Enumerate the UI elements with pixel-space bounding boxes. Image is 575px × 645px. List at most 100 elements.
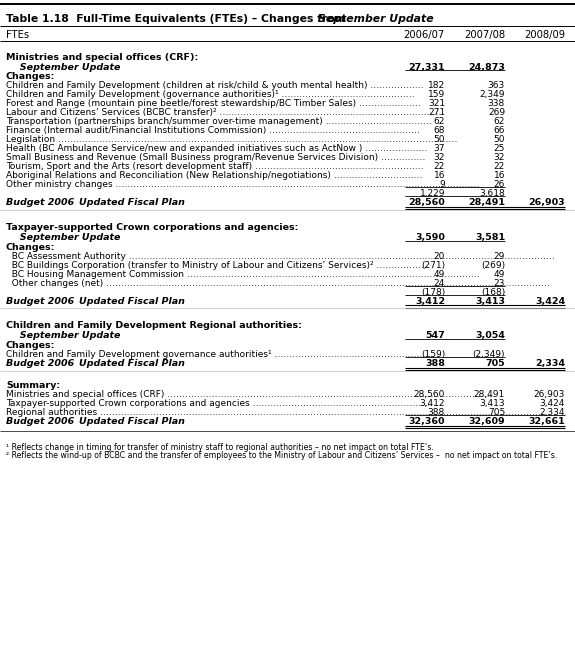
Text: 28,560: 28,560 [408, 199, 445, 208]
Text: 62: 62 [434, 117, 445, 126]
Text: Forest and Range (mountain pine beetle/forest stewardship/BC Timber Sales) ……………: Forest and Range (mountain pine beetle/f… [6, 99, 421, 108]
Text: (269): (269) [481, 261, 505, 270]
Text: 26: 26 [493, 181, 505, 190]
Text: 32,609: 32,609 [469, 417, 505, 426]
Text: 27,331: 27,331 [408, 63, 445, 72]
Text: 22: 22 [434, 163, 445, 172]
Text: 49: 49 [434, 270, 445, 279]
Text: Taxpayer-supported Crown corporations and agencies ………………………………………………………: Taxpayer-supported Crown corporations an… [6, 399, 439, 408]
Text: Table 1.18  Full-Time Equivalents (FTEs) – Changes from: Table 1.18 Full-Time Equivalents (FTEs) … [6, 14, 350, 24]
Text: Health (BC Ambulance Service/new and expanded initiatives such as ActNow ) ……………: Health (BC Ambulance Service/new and exp… [6, 144, 427, 154]
Text: 26,903: 26,903 [534, 390, 565, 399]
Text: Ministries and special offices (CRF) …………………………………………………………………………………………………: Ministries and special offices (CRF) ………… [6, 390, 496, 399]
Text: Finance (Internal audit/Financial Institutions Commission) ……………………………………………: Finance (Internal audit/Financial Instit… [6, 126, 420, 135]
Text: 2,334: 2,334 [535, 359, 565, 368]
Text: 159: 159 [428, 90, 445, 99]
Text: 705: 705 [488, 408, 505, 417]
Text: Small Business and Revenue (Small Business program/Revenue Services Division) ……: Small Business and Revenue (Small Busine… [6, 154, 426, 163]
Text: 32,661: 32,661 [528, 417, 565, 426]
Text: September Update: September Update [10, 233, 121, 242]
Text: Ministries and special offices (CRF):: Ministries and special offices (CRF): [6, 53, 198, 62]
Text: Transportation (partnerships branch/summer over-time management) ………………………………: Transportation (partnerships branch/summ… [6, 117, 432, 126]
Text: Aboriginal Relations and Reconciliation (New Relationship/negotiations) ……………………: Aboriginal Relations and Reconciliation … [6, 172, 423, 181]
Text: (271): (271) [421, 261, 445, 270]
Text: Legislation ………………………………………………………………………………………………………………………: Legislation …………………………………………………………………………… [6, 135, 457, 144]
Text: 49: 49 [493, 270, 505, 279]
Text: 363: 363 [488, 81, 505, 90]
Text: 3,590: 3,590 [415, 233, 445, 242]
Text: 321: 321 [428, 99, 445, 108]
Text: Changes:: Changes: [6, 243, 55, 252]
Text: Labour and Citizens’ Services (BCBC transfer)² …………………………………………………………………: Labour and Citizens’ Services (BCBC tran… [6, 108, 442, 117]
Text: BC Buildings Corporation (transfer to Ministry of Labour and Citizens’ Services): BC Buildings Corporation (transfer to Mi… [6, 261, 430, 270]
Text: 24,873: 24,873 [468, 63, 505, 72]
Text: 269: 269 [488, 108, 505, 117]
Text: 3,413: 3,413 [480, 399, 505, 408]
Text: ¹ Reflects change in timing for transfer of ministry staff to regional authoriti: ¹ Reflects change in timing for transfer… [6, 442, 434, 451]
Text: September Update: September Update [318, 14, 434, 24]
Text: 3,581: 3,581 [475, 233, 505, 242]
Text: (159): (159) [421, 350, 445, 359]
Text: Children and Family Development Regional authorities:: Children and Family Development Regional… [6, 321, 302, 330]
Text: Budget 2006 Updated Fiscal Plan: Budget 2006 Updated Fiscal Plan [6, 297, 185, 306]
Text: 2,349: 2,349 [480, 90, 505, 99]
Text: 388: 388 [425, 359, 445, 368]
Text: 3,618: 3,618 [479, 190, 505, 199]
Text: September Update: September Update [10, 63, 121, 72]
Text: Tourism, Sport and the Arts (resort development staff) …………………………………………………: Tourism, Sport and the Arts (resort deve… [6, 163, 424, 172]
Text: Budget 2006 Updated Fiscal Plan: Budget 2006 Updated Fiscal Plan [6, 359, 185, 368]
Text: 68: 68 [434, 126, 445, 135]
Text: 25: 25 [493, 144, 505, 154]
Text: 66: 66 [493, 126, 505, 135]
Text: Children and Family Development governance authorities¹ ………………………………………………: Children and Family Development governan… [6, 350, 434, 359]
Text: BC Assessment Authority ………………………………………………………………………………………………………………………………: BC Assessment Authority …………………………………………… [6, 252, 555, 261]
Text: 28,560: 28,560 [413, 390, 445, 399]
Text: 2,334: 2,334 [539, 408, 565, 417]
Text: 50: 50 [434, 135, 445, 144]
Text: 22: 22 [494, 163, 505, 172]
Text: 29: 29 [493, 252, 505, 261]
Text: Budget 2006 Updated Fiscal Plan: Budget 2006 Updated Fiscal Plan [6, 417, 185, 426]
Text: Changes:: Changes: [6, 72, 55, 81]
Text: (178): (178) [421, 288, 445, 297]
Text: 3,412: 3,412 [415, 297, 445, 306]
Text: 28,491: 28,491 [474, 390, 505, 399]
Text: 32,360: 32,360 [408, 417, 445, 426]
Text: 3,424: 3,424 [539, 399, 565, 408]
Text: 182: 182 [428, 81, 445, 90]
Text: 24: 24 [434, 279, 445, 288]
Text: Budget 2006 Updated Fiscal Plan: Budget 2006 Updated Fiscal Plan [6, 199, 185, 208]
Text: 16: 16 [434, 172, 445, 181]
Text: 705: 705 [485, 359, 505, 368]
Text: 388: 388 [428, 408, 445, 417]
Text: 3,413: 3,413 [475, 297, 505, 306]
Text: 338: 338 [488, 99, 505, 108]
Text: 271: 271 [428, 108, 445, 117]
Text: 16: 16 [493, 172, 505, 181]
Text: Children and Family Development (governance authorities)¹ ………………………………………: Children and Family Development (governa… [6, 90, 415, 99]
Text: (2,349): (2,349) [473, 350, 505, 359]
Text: 50: 50 [493, 135, 505, 144]
Text: 20: 20 [434, 252, 445, 261]
Text: (168): (168) [481, 288, 505, 297]
Text: 2007/08: 2007/08 [464, 30, 505, 40]
Text: 2006/07: 2006/07 [404, 30, 445, 40]
Text: FTEs: FTEs [6, 30, 29, 40]
Text: Other changes (net) ……………………………………………………………………………………………………………………………………: Other changes (net) ……………………………………………………… [6, 279, 550, 288]
Text: 26,903: 26,903 [528, 199, 565, 208]
Text: 32: 32 [493, 154, 505, 163]
Text: 62: 62 [493, 117, 505, 126]
Text: 1,229: 1,229 [420, 190, 445, 199]
Text: 547: 547 [426, 331, 445, 340]
Text: 37: 37 [434, 144, 445, 154]
Text: 3,412: 3,412 [420, 399, 445, 408]
Text: 3,054: 3,054 [475, 331, 505, 340]
Text: Regional authorities ……………………………………………………………………………………………………………………………………: Regional authorities …………………………………………………… [6, 408, 544, 417]
Text: 9: 9 [439, 181, 445, 190]
Text: Children and Family Development (children at risk/child & youth mental health) …: Children and Family Development (childre… [6, 81, 424, 90]
Text: ² Reflects the wind-up of BCBC and the transfer of employees to the Ministry of : ² Reflects the wind-up of BCBC and the t… [6, 451, 557, 460]
Text: September Update: September Update [10, 331, 121, 340]
Text: Taxpayer-supported Crown corporations and agencies:: Taxpayer-supported Crown corporations an… [6, 223, 298, 232]
Text: BC Housing Management Commission ………………………………………………………………………………………: BC Housing Management Commission …………………… [6, 270, 480, 279]
Text: 23: 23 [493, 279, 505, 288]
